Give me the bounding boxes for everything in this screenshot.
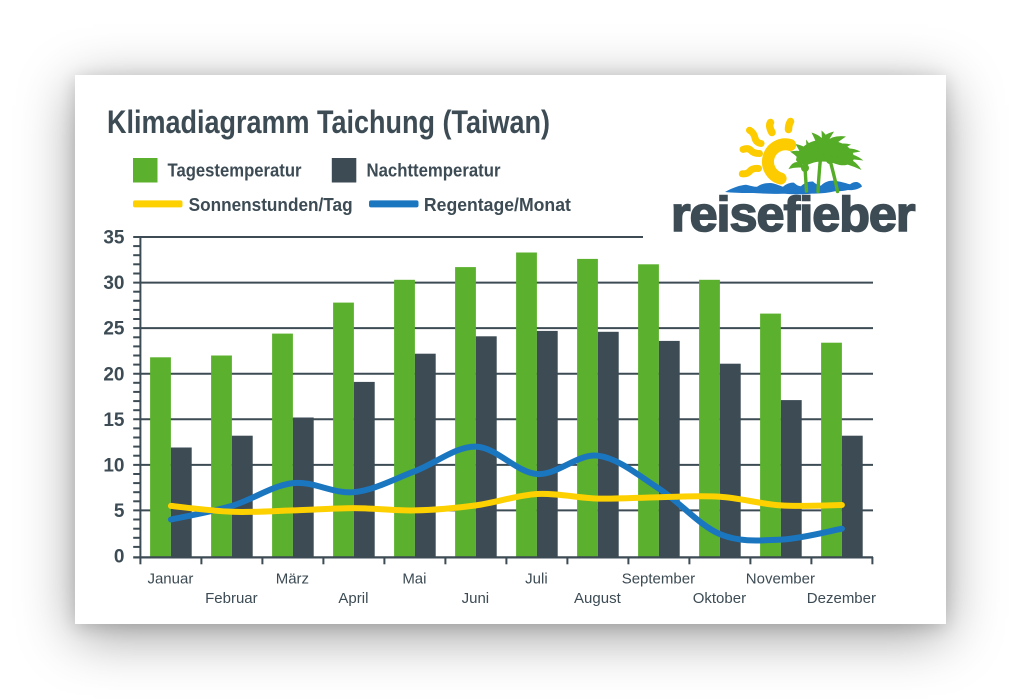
svg-text:September: September	[622, 570, 695, 587]
svg-text:April: April	[338, 590, 368, 607]
svg-text:0: 0	[114, 547, 125, 568]
svg-text:20: 20	[103, 364, 124, 385]
svg-text:35: 35	[103, 228, 125, 249]
svg-text:Nachttemperatur: Nachttemperatur	[367, 160, 501, 180]
svg-text:Tagestemperatur: Tagestemperatur	[168, 160, 302, 180]
svg-text:Regentage/Monat: Regentage/Monat	[424, 195, 571, 215]
svg-text:Juni: Juni	[462, 590, 490, 607]
svg-text:Mai: Mai	[402, 570, 426, 587]
svg-text:Oktober: Oktober	[693, 590, 746, 607]
svg-text:Klimadiagramm Taichung (Taiwan: Klimadiagramm Taichung (Taiwan)	[107, 104, 550, 140]
svg-text:Februar: Februar	[205, 590, 258, 607]
svg-text:Januar: Januar	[147, 570, 193, 587]
svg-text:5: 5	[114, 501, 125, 522]
svg-text:25: 25	[103, 319, 125, 340]
svg-text:Juli: Juli	[525, 570, 548, 587]
svg-text:November: November	[746, 570, 815, 587]
svg-text:März: März	[276, 570, 309, 587]
svg-text:Sonnenstunden/Tag: Sonnenstunden/Tag	[189, 195, 353, 215]
svg-text:August: August	[574, 590, 622, 607]
svg-text:reisefieber: reisefieber	[671, 188, 915, 242]
svg-text:10: 10	[103, 456, 124, 477]
svg-text:15: 15	[103, 410, 125, 431]
svg-text:30: 30	[103, 273, 124, 294]
svg-text:Dezember: Dezember	[807, 590, 876, 607]
